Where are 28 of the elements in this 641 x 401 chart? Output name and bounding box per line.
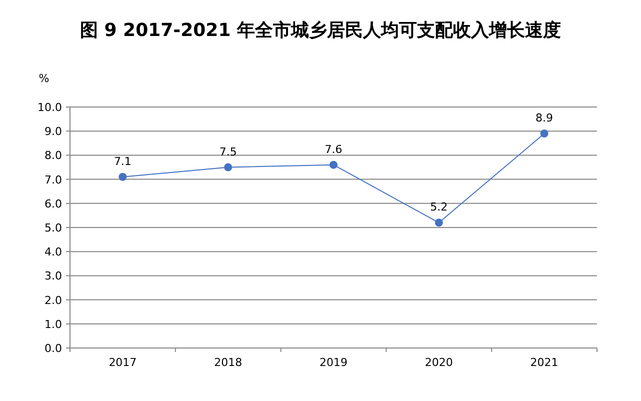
- y-tick-label: 2.0: [44, 294, 62, 307]
- y-tick-label: 9.0: [44, 125, 62, 138]
- y-tick-label: 8.0: [44, 149, 62, 162]
- data-label: 7.1: [114, 154, 132, 168]
- point: [224, 163, 232, 172]
- x-tick-label: 2020: [424, 356, 453, 369]
- chart-title: 图 9 2017-2021 年全市城乡居民人均可支配收入增长速度: [80, 20, 561, 41]
- y-tick-label: 10.0: [38, 101, 62, 114]
- point: [434, 218, 443, 227]
- y-tick-label: 0.0: [44, 342, 62, 355]
- y-tick-label: 5.0: [44, 222, 62, 234]
- y-tick-label: 6.0: [44, 197, 62, 210]
- point: [118, 172, 127, 181]
- y-tick-label: 1.0: [44, 318, 62, 331]
- point: [330, 160, 338, 169]
- point: [540, 130, 548, 138]
- data-label: 8.9: [536, 112, 554, 125]
- y-tick-label: 4.0: [44, 246, 62, 259]
- x-tick-label: 2021: [530, 356, 558, 369]
- y-tick-label: 3.0: [44, 270, 62, 283]
- x-tick-label: 2017: [108, 356, 137, 369]
- data-label: 7.6: [324, 142, 342, 156]
- data-label: 5.2: [430, 200, 448, 214]
- x-tick-label: 2018: [214, 356, 242, 369]
- x-tick-label: 2019: [320, 356, 348, 369]
- y-axis-title: %: [38, 72, 50, 85]
- data-label: 7.5: [219, 145, 237, 158]
- y-tick-label: 7.0: [44, 173, 62, 186]
